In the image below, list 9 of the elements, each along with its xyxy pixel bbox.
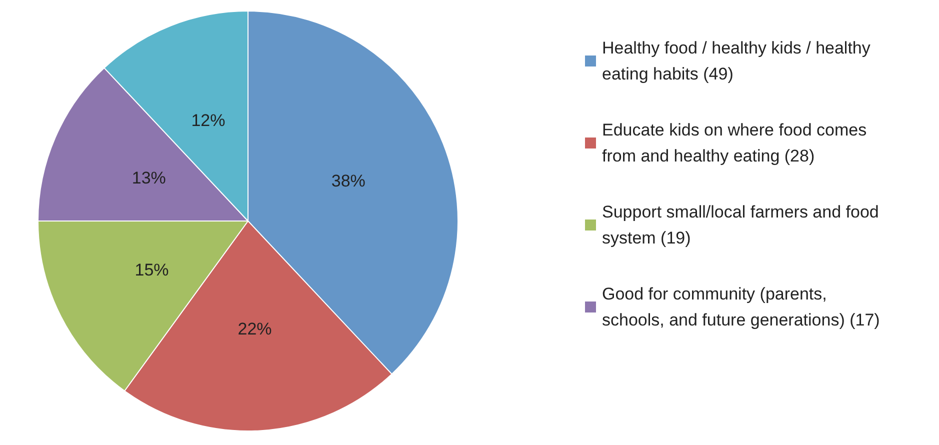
legend-label: Good for community (parents, schools, and future generations) (17) xyxy=(602,284,880,330)
data-label: 22% xyxy=(238,319,272,338)
data-label: 15% xyxy=(134,260,169,280)
data-label: 13% xyxy=(132,168,166,188)
legend-label: Healthy food / healthy kids / healthy eating habits (49) xyxy=(602,38,876,84)
data-label: 38% xyxy=(331,172,366,191)
data-label: 12% xyxy=(191,111,226,130)
legend-label: Support small/local farmers and food system (19) xyxy=(602,202,884,248)
legend-label: Educate kids on where food comes from and healthy eating (28) xyxy=(602,120,872,166)
